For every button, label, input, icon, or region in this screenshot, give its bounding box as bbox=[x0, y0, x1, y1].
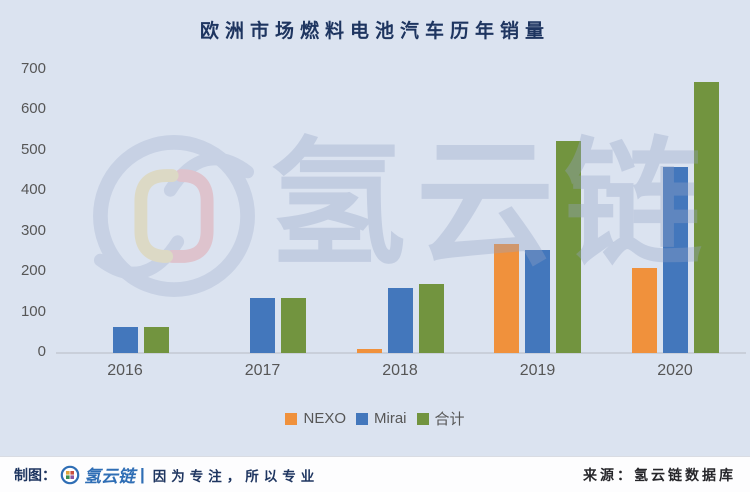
bar-group-2019 bbox=[494, 69, 581, 353]
chart-title: 欧洲市场燃料电池汽车历年销量 bbox=[199, 21, 550, 42]
y-tick-label: 500 bbox=[20, 140, 46, 158]
bar-group-2016 bbox=[82, 69, 169, 353]
y-tick-label: 600 bbox=[20, 100, 46, 118]
legend-label-NEXO: NEXO bbox=[303, 410, 346, 427]
bar-Mirai-2019 bbox=[525, 249, 550, 353]
x-tick-label-2018: 2018 bbox=[382, 362, 418, 379]
bar-合计-2019 bbox=[556, 140, 581, 353]
y-tick-label: 300 bbox=[20, 221, 46, 239]
footer-brand-name: 氢云链 bbox=[84, 467, 135, 486]
bar-Mirai-2017 bbox=[250, 298, 275, 353]
y-tick-label: 0 bbox=[37, 343, 46, 360]
x-tick-label-2019: 2019 bbox=[519, 362, 556, 379]
x-axis: 2016 2017 2018 2019 2020 bbox=[0, 362, 750, 384]
footer-left: 制图： 氢云链 | 因为专注，所以专业 bbox=[14, 462, 319, 487]
bar-NEXO-2019 bbox=[494, 243, 519, 353]
bar-group-2020 bbox=[631, 69, 719, 353]
bar-合计-2017 bbox=[281, 298, 306, 353]
bar-Mirai-2018 bbox=[387, 288, 413, 353]
bar-合计-2016 bbox=[143, 326, 169, 353]
x-axis-baseline bbox=[56, 352, 746, 354]
legend-swatch-Mirai bbox=[356, 412, 368, 425]
x-tick-label-2016: 2016 bbox=[107, 362, 143, 379]
y-tick-label: 100 bbox=[20, 302, 46, 320]
legend: NEXO Mirai 合计 bbox=[0, 408, 750, 429]
y-tick-label: 400 bbox=[20, 181, 46, 199]
bar-group-2018 bbox=[356, 69, 444, 353]
bar-group-2017 bbox=[219, 69, 306, 353]
legend-item-Mirai: Mirai bbox=[356, 410, 407, 427]
legend-label-Mirai: Mirai bbox=[374, 410, 407, 427]
plot-area bbox=[0, 69, 750, 353]
bar-合计-2018 bbox=[418, 284, 444, 353]
bar-合计-2020 bbox=[693, 82, 719, 353]
legend-swatch-合计 bbox=[416, 412, 429, 425]
y-tick-label: 200 bbox=[20, 262, 46, 280]
legend-swatch-NEXO bbox=[285, 412, 298, 425]
x-tick-label-2017: 2017 bbox=[244, 362, 281, 379]
legend-label-合计: 合计 bbox=[434, 411, 465, 428]
y-tick-label: 700 bbox=[20, 60, 46, 77]
footer-made-by-label: 制图： bbox=[14, 466, 56, 483]
bar-Mirai-2020 bbox=[662, 167, 688, 353]
brand-logo-icon bbox=[60, 465, 80, 484]
legend-item-合计: 合计 bbox=[416, 408, 465, 429]
footer-source: 来源：氢云链数据库 bbox=[583, 466, 736, 483]
x-tick-label-2020: 2020 bbox=[657, 362, 693, 379]
bar-Mirai-2016 bbox=[112, 326, 138, 353]
bar-NEXO-2018 bbox=[356, 348, 382, 353]
bar-NEXO-2020 bbox=[631, 268, 657, 353]
footer-slogan: 因为专注，所以专业 bbox=[152, 468, 320, 484]
footer-bar: 制图： 氢云链 | 因为专注，所以专业 来源：氢云链数据库 bbox=[0, 456, 750, 492]
footer-separator: | bbox=[140, 464, 145, 484]
legend-item-NEXO: NEXO bbox=[285, 410, 346, 427]
